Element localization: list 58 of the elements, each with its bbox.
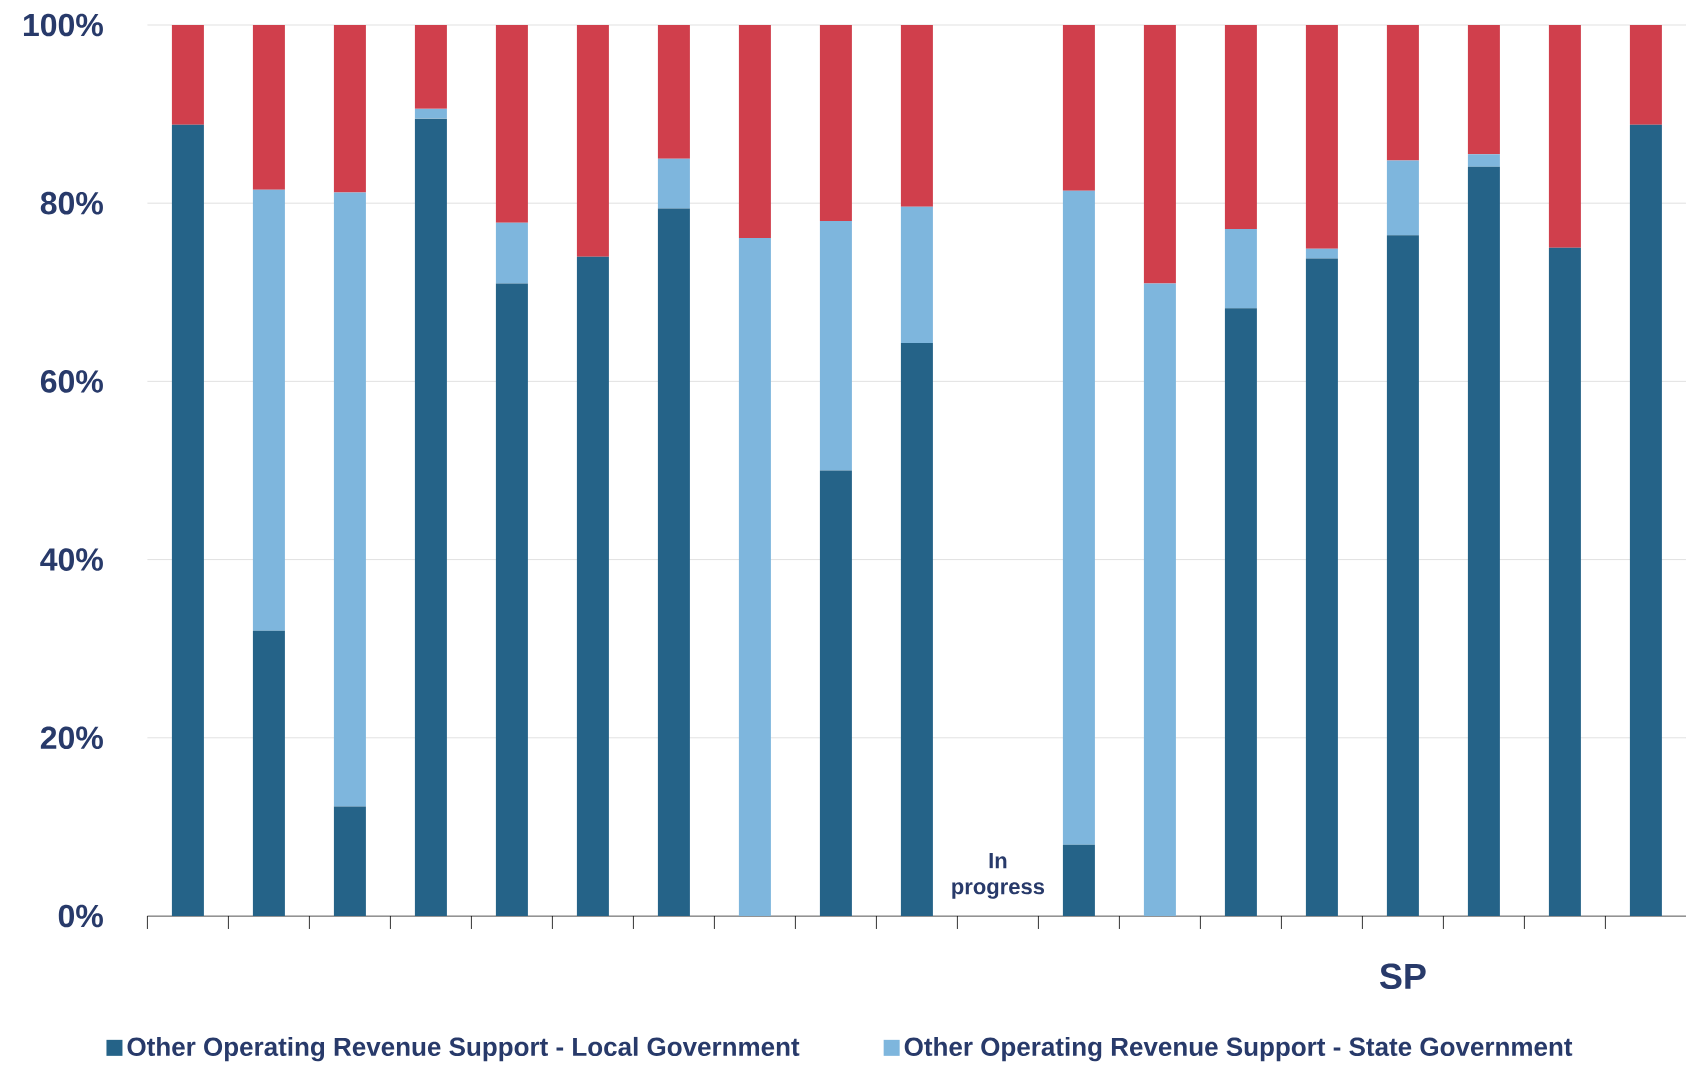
bar: [657, 158, 690, 209]
bar: [252, 189, 285, 631]
bar: [1224, 308, 1257, 916]
bar: [1305, 258, 1338, 916]
bar: [1467, 24, 1500, 155]
bar: [738, 24, 771, 238]
bar: [1224, 24, 1257, 230]
bar: [171, 124, 204, 916]
bar: [495, 283, 528, 916]
bar: [252, 630, 285, 916]
bar: [900, 24, 933, 207]
bar: [333, 192, 366, 807]
bar: [333, 24, 366, 193]
y-tick-label: 0%: [58, 904, 103, 928]
bar: [1386, 160, 1419, 236]
bar: [1062, 844, 1095, 916]
y-tick-label: 40%: [40, 548, 103, 571]
bar: [900, 343, 933, 916]
bar: [414, 118, 447, 916]
y-tick-label: 100%: [23, 13, 103, 37]
bar: [1386, 235, 1419, 916]
bar: [1062, 190, 1095, 845]
bar: [657, 208, 690, 916]
bar: [1143, 24, 1176, 284]
bar: [1386, 24, 1419, 161]
annotation: In progress: [952, 853, 1045, 899]
bar: [576, 256, 609, 916]
bar: [1548, 247, 1581, 916]
bar: [495, 24, 528, 223]
legend-label: Other Operating Revenue Support - Local Government: [127, 1036, 800, 1062]
y-tick-label: 80%: [40, 191, 103, 215]
bar: [495, 222, 528, 284]
bar: [1629, 124, 1662, 916]
legend-label: Other Operating Revenue Support - State Government: [904, 1036, 1573, 1062]
bar: [819, 470, 852, 916]
y-tick-label: 60%: [40, 370, 103, 393]
bar: [171, 24, 204, 125]
x-tick-label: SP: [1379, 963, 1426, 990]
bar: [738, 237, 771, 916]
bar: [1629, 24, 1662, 125]
bar: [1467, 154, 1500, 167]
bar: [1143, 283, 1176, 916]
bar: [819, 24, 852, 222]
y-tick-label: 20%: [40, 726, 103, 750]
bar: [1224, 229, 1257, 309]
bar: [252, 24, 285, 190]
bar: [576, 24, 609, 257]
bar: [414, 24, 447, 109]
bar: [900, 206, 933, 344]
bar: [1062, 24, 1095, 191]
bar: [333, 806, 366, 916]
bar: [414, 108, 447, 119]
bar: [819, 221, 852, 471]
bar: [1548, 24, 1581, 248]
bar: [1305, 248, 1338, 259]
bar: [1305, 24, 1338, 249]
bar: [1467, 166, 1500, 916]
bar: [657, 24, 690, 159]
